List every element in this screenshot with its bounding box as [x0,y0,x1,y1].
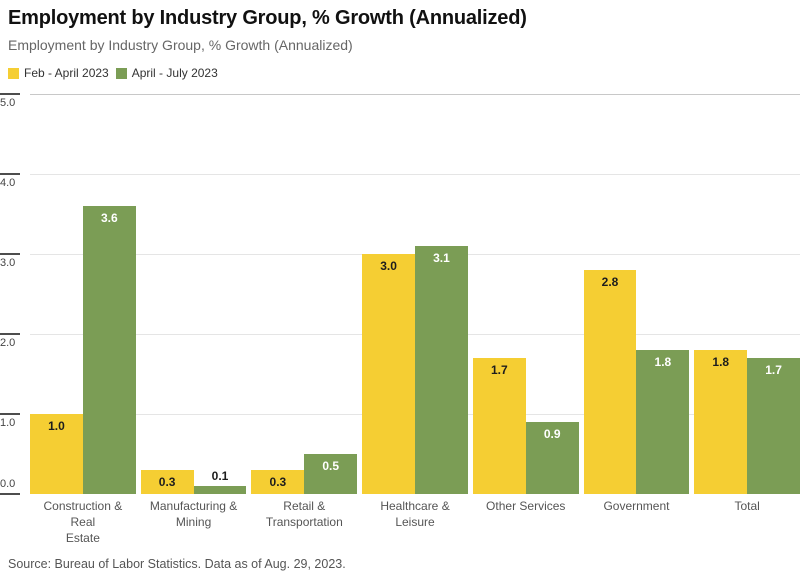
bar-value-label: 0.5 [322,459,340,473]
bar-group: 1.7 0.9 [472,94,579,494]
bar-group: 1.0 3.6 [30,94,136,494]
y-axis-tick [0,493,20,495]
bar: 0.5 [304,454,358,494]
bar: 1.8 [636,350,690,494]
bar-value-label: 1.0 [48,419,65,433]
bar-group: 2.8 1.8 [583,94,690,494]
legend-item-april-july: April - July 2023 [115,66,218,80]
bar-value-label: 0.3 [158,475,176,489]
bar: 1.7 [472,358,526,494]
bar: 2.8 [583,270,637,494]
bar-value-label: 1.8 [712,355,730,369]
bar-value-label: 3.0 [380,259,397,273]
chart-legend: Feb - April 2023 April - July 2023 [0,53,812,80]
bar-value-label: 0.9 [543,427,561,441]
y-axis-tick-label: 1.0 [0,417,16,429]
x-axis-category-label: Total [734,499,760,513]
legend-label: Feb - April 2023 [24,66,109,80]
y-axis-tick-label: 3.0 [0,257,16,269]
bar: 0.3 [251,470,305,494]
gridline [30,94,800,95]
x-axis-category-label: Construction & Real Estate [43,499,123,545]
bar-value-label: 1.7 [765,363,782,377]
bar-value-label: 3.1 [433,251,450,265]
bar-group: 0.3 0.5 [251,94,358,494]
bar: 1.7 [747,358,801,494]
x-axis-category-label: Manufacturing & Mining [149,499,238,529]
page-title: Employment by Industry Group, % Growth (… [8,7,527,29]
legend-item-feb-april: Feb - April 2023 [8,66,109,80]
y-axis-tick-label: 2.0 [0,337,16,349]
x-axis-category-label: Retail & Transportation [265,499,343,529]
bar-value-label: 1.8 [654,355,672,369]
y-axis-tick [0,333,20,335]
y-axis-tick [0,253,20,255]
bar-value-label: 1.7 [490,363,508,377]
bar: 0.1 [193,469,247,494]
x-axis-category-label: Government [603,499,670,513]
bar: 3.6 [82,206,136,494]
source-note: Source: Bureau of Labor Statistics. Data… [8,557,346,571]
y-axis-tick [0,173,20,175]
legend-label: April - July 2023 [131,66,218,80]
bar-value-label: 3.6 [100,211,118,225]
y-axis-tick [0,93,20,95]
legend-swatch-icon [8,67,19,79]
y-axis-tick [0,413,20,415]
bar: 3.0 [362,254,416,494]
x-axis-category-label: Healthcare & Leisure [380,499,450,529]
bar-value-label: 0.1 [211,469,229,483]
y-axis-tick-label: 5.0 [0,97,16,109]
bar-group: 0.3 0.1 [140,94,247,494]
y-axis-tick-label: 0.0 [0,478,16,490]
gridline [30,174,800,175]
bar: 0.3 [140,470,194,494]
bar: 3.1 [415,246,468,494]
bar-value-label: 2.8 [601,275,619,289]
bar: 1.0 [30,414,83,494]
x-axis-labels: Construction & Real Estate Manufacturing &… [30,498,800,546]
chart-subtitle: Employment by Industry Group, % Growth (… [8,37,353,53]
bar: 0.9 [525,422,579,494]
y-axis-tick-label: 4.0 [0,177,16,189]
bars-container: 1.0 3.6 0.3 0.1 0.3 0.5 3.0 3.1 1.7 0.9 2.8 1.8 1.8 1… [30,94,801,494]
bar: 1.8 [694,350,748,494]
bar-group: 1.8 1.7 [694,94,801,494]
bar-value-label: 0.3 [269,475,287,489]
x-axis-category-label: Other Services [486,499,566,513]
bar-group: 3.0 3.1 [362,94,468,494]
legend-swatch-icon [115,67,127,79]
bar-chart-plot-area: 0.0 1.0 2.0 3.0 4.0 5.0 1.0 3.6 0.3 0.1 0.3 0.5 3.0 3… [0,93,812,495]
